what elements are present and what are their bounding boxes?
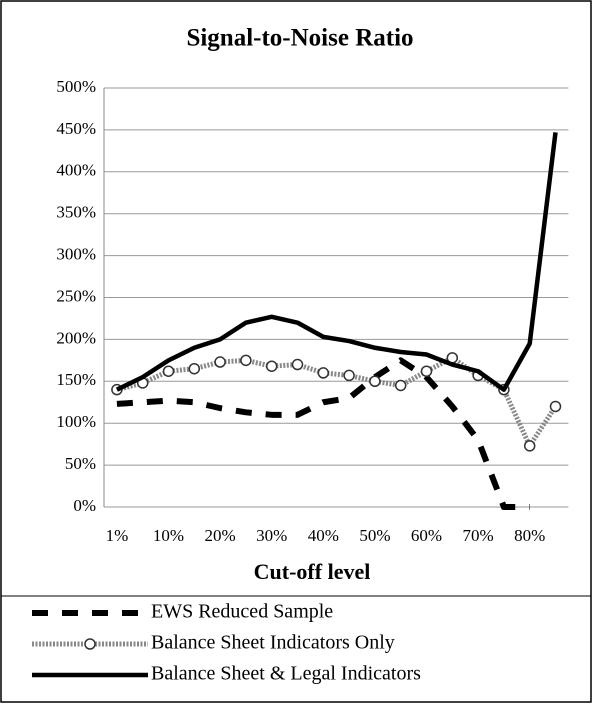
data-point xyxy=(240,354,252,367)
data-point xyxy=(188,362,201,375)
y-tick-label: 500% xyxy=(56,77,96,96)
data-point xyxy=(265,360,278,372)
y-tick-label: 50% xyxy=(65,454,96,473)
x-tick-label: 60% xyxy=(411,526,442,545)
x-tick-label: 40% xyxy=(308,526,339,545)
series-line xyxy=(116,357,530,510)
x-tick-label: 50% xyxy=(359,526,390,545)
data-point xyxy=(162,365,175,377)
data-point xyxy=(343,369,355,382)
y-tick-label: 0% xyxy=(73,496,96,515)
data-point xyxy=(317,367,330,379)
x-tick-label: 1% xyxy=(106,526,129,545)
x-tick-label: 70% xyxy=(463,526,494,545)
data-point xyxy=(369,375,381,388)
legend-label: Balance Sheet Indicators Only xyxy=(151,632,395,654)
y-tick-label: 200% xyxy=(56,328,96,347)
data-point xyxy=(291,358,304,371)
x-tick-label: 80% xyxy=(514,526,545,545)
y-tick-label: 400% xyxy=(56,161,96,180)
x-tick-label: 10% xyxy=(153,526,184,545)
data-point xyxy=(394,379,407,392)
y-tick-label: 150% xyxy=(56,370,96,389)
x-tick-label: 30% xyxy=(256,526,287,545)
x-axis-title: Cut-off level xyxy=(254,559,371,584)
chart-title: Signal-to-Noise Ratio xyxy=(186,25,413,52)
series-line xyxy=(115,132,558,392)
legend-label: Balance Sheet & Legal Indicators xyxy=(151,663,421,685)
y-tick-label: 300% xyxy=(56,245,96,264)
data-point xyxy=(420,365,433,377)
y-tick-label: 250% xyxy=(56,286,96,305)
y-tick-label: 450% xyxy=(56,119,96,138)
y-tick-label: 100% xyxy=(56,412,96,431)
data-point xyxy=(523,440,536,452)
data-point xyxy=(549,400,562,413)
y-tick-label: 350% xyxy=(56,203,96,222)
data-point xyxy=(214,356,226,368)
legend-label: EWS Reduced Sample xyxy=(151,601,333,623)
x-tick-label: 20% xyxy=(205,526,236,545)
legend-marker xyxy=(84,638,96,650)
